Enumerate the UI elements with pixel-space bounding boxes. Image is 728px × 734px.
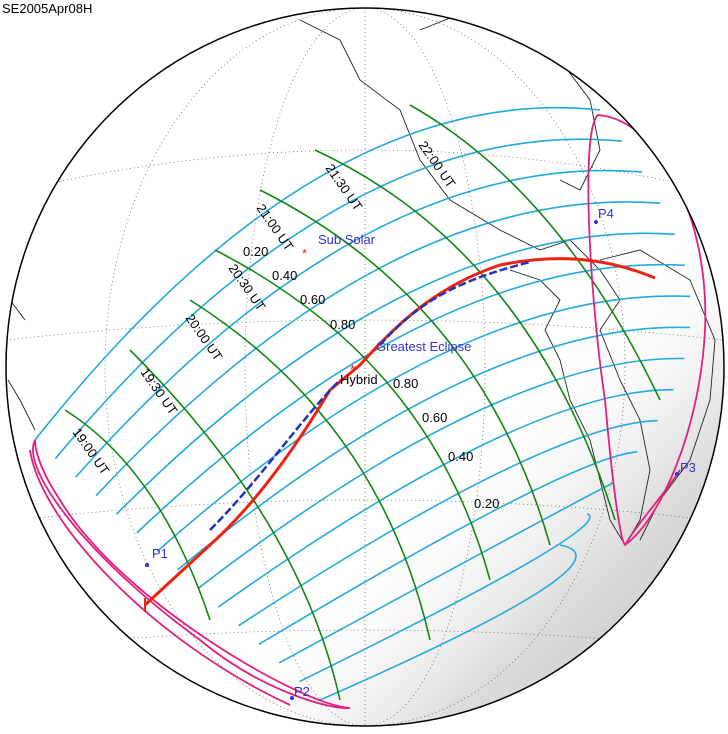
annular-segment: [209, 260, 531, 531]
magnitude-line: [156, 295, 691, 553]
magnitude-line: [258, 450, 638, 645]
magnitude-label: 0.40: [272, 268, 297, 283]
time-line: [259, 189, 551, 546]
magnitude-label: 0.60: [300, 292, 325, 307]
eclipse-type-label: Hybrid: [340, 372, 378, 387]
magnitude-line: [115, 232, 675, 515]
contact-point: [594, 220, 598, 224]
magnitude-line: [176, 326, 691, 571]
sub-solar-marker: *: [302, 246, 307, 261]
globe: [6, 8, 724, 726]
magnitude-label: 0.80: [393, 376, 418, 391]
time-line: [314, 149, 616, 521]
contact-label: P2: [294, 684, 310, 699]
contact-label: P1: [152, 546, 168, 561]
magnitude-lines: [34, 106, 691, 701]
contact-point: [290, 696, 294, 700]
sub-solar-label: Sub Solar: [318, 232, 376, 247]
time-line: [64, 409, 211, 621]
greatest-eclipse-label: Greatest Eclipse: [376, 339, 471, 354]
time-line: [214, 249, 491, 581]
magnitude-line: [299, 513, 591, 683]
magnitude-line: [75, 169, 643, 478]
coastlines: [7, 9, 716, 546]
time-line: [129, 349, 341, 701]
magnitude-line: [319, 544, 577, 701]
magnitude-line: [217, 388, 674, 608]
magnitude-label: 0.60: [422, 410, 447, 425]
magnitude-label: 0.20: [474, 496, 499, 511]
magnitude-line: [278, 482, 614, 664]
magnitude-label: 0.20: [243, 244, 268, 259]
limit-curves: [29, 114, 707, 709]
time-line: [189, 299, 431, 641]
magnitude-line: [197, 357, 685, 590]
contact-point: [145, 563, 149, 567]
magnitude-line: [95, 201, 661, 497]
magnitude-line: [238, 419, 658, 627]
night-shade: [6, 8, 724, 726]
magnitude-line: [34, 106, 601, 441]
magnitude-line: [136, 263, 685, 534]
time-lines: [64, 104, 661, 701]
magnitude-label: 0.40: [448, 449, 473, 464]
magnitude-line: [54, 138, 622, 460]
globe-outline: [5, 7, 725, 727]
time-line: [409, 104, 661, 401]
map-title: SE2005Apr08H: [2, 1, 92, 16]
contact-label: P3: [680, 460, 696, 475]
contact-label: P4: [598, 206, 614, 221]
greatest-eclipse-marker: *: [350, 362, 355, 377]
magnitude-label: 0.80: [330, 317, 355, 332]
contact-point: [675, 472, 679, 476]
